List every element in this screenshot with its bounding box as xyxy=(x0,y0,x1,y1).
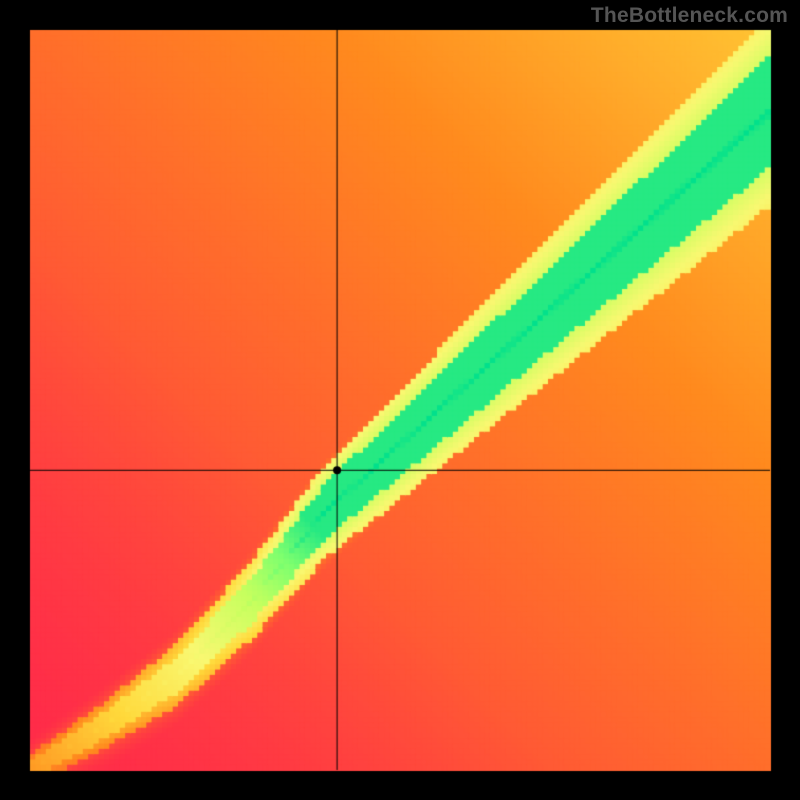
watermark-text: TheBottleneck.com xyxy=(591,4,788,28)
heatmap-canvas xyxy=(0,0,800,800)
chart-container: TheBottleneck.com xyxy=(0,0,800,800)
